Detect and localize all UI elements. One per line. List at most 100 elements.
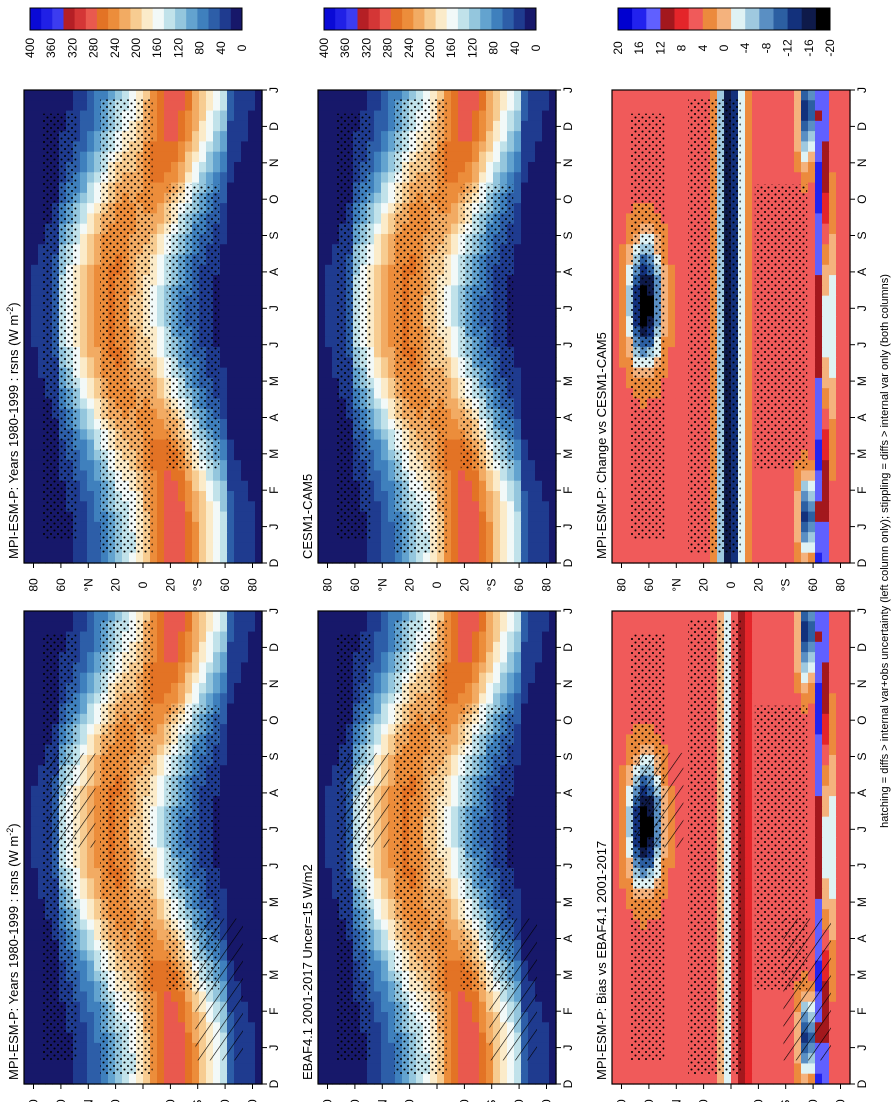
heatmap-cell	[374, 971, 382, 982]
heatmap-cell	[206, 162, 214, 173]
heatmap-cell	[374, 724, 382, 735]
heatmap-cell	[332, 100, 340, 111]
heatmap-cell	[234, 265, 242, 276]
heatmap-cell	[521, 878, 529, 889]
heatmap-cell	[24, 734, 32, 745]
month-label: J	[267, 342, 281, 348]
heatmap-cell	[248, 704, 256, 715]
heatmap-cell	[234, 111, 242, 122]
heatmap-cell	[185, 621, 193, 632]
heatmap-cell	[87, 409, 95, 420]
colorbar-swatch	[186, 8, 198, 30]
heatmap-cell	[528, 611, 536, 622]
heatmap-cell	[87, 868, 95, 879]
heatmap-cell	[178, 141, 186, 152]
heatmap-cell	[199, 693, 207, 704]
heatmap-cell	[458, 1033, 466, 1044]
heatmap-cell	[157, 100, 165, 111]
heatmap-cell	[318, 765, 326, 776]
heatmap-cell	[248, 940, 256, 951]
heatmap-cell	[402, 1074, 410, 1085]
heatmap-cell	[192, 662, 200, 673]
stippling	[43, 114, 76, 540]
panel-title: EBAF4.1 2001-2017 Uncer=15 W/m2	[300, 864, 315, 1080]
heatmap-cell	[157, 337, 165, 348]
heatmap-cell	[465, 683, 473, 694]
heatmap-cell	[234, 553, 242, 564]
heatmap-cell	[535, 817, 543, 828]
heatmap-cell	[192, 621, 200, 632]
heatmap-cell	[234, 90, 242, 101]
heatmap-cell	[31, 522, 39, 533]
heatmap-cell	[171, 683, 179, 694]
heatmap-cell	[66, 553, 74, 564]
heatmap-cell	[514, 765, 522, 776]
heatmap-cell	[80, 347, 88, 358]
heatmap-cell	[521, 745, 529, 756]
heatmap-cell	[535, 837, 543, 848]
heatmap-cell	[465, 1043, 473, 1054]
heatmap-cell	[521, 827, 529, 838]
heatmap-cell	[24, 961, 32, 972]
heatmap-cell	[38, 542, 46, 553]
heatmap-cell	[381, 652, 389, 663]
heatmap-cell	[479, 991, 487, 1002]
heatmap-cell	[178, 162, 186, 173]
month-label: M	[561, 970, 575, 980]
heatmap-cell	[542, 981, 550, 992]
heatmap-cell	[157, 306, 165, 317]
heatmap-cell	[31, 234, 39, 245]
colorbar-label: 240	[108, 38, 122, 58]
heatmap-cell	[248, 470, 256, 481]
heatmap-cell	[66, 1063, 74, 1074]
heatmap-cell	[206, 172, 214, 183]
heatmap-cell	[136, 611, 144, 622]
heatmap-cell	[157, 470, 165, 481]
heatmap-cell	[171, 1063, 179, 1074]
heatmap-cell	[227, 224, 235, 235]
heatmap-cell	[381, 642, 389, 653]
heatmap-cell	[206, 90, 214, 101]
heatmap-cell	[346, 90, 354, 101]
heatmap-cell	[206, 141, 214, 152]
heatmap-cell	[206, 553, 214, 564]
heatmap-cell	[248, 429, 256, 440]
heatmap-cell	[241, 714, 249, 725]
heatmap-cell	[24, 100, 32, 111]
heatmap-cell	[80, 858, 88, 869]
heatmap-cell	[150, 1074, 158, 1085]
heatmap-cell	[500, 673, 508, 684]
heatmap-cell	[185, 131, 193, 142]
heatmap-cell	[381, 1033, 389, 1044]
heatmap-cell	[185, 991, 193, 1002]
heatmap-cell	[220, 450, 228, 461]
heatmap-cell	[24, 796, 32, 807]
heatmap-cell	[80, 275, 88, 286]
heatmap-cell	[241, 522, 249, 533]
heatmap-cell	[248, 512, 256, 523]
heatmap-cell	[248, 961, 256, 972]
heatmap-cell	[248, 817, 256, 828]
heatmap-cell	[87, 172, 95, 183]
heatmap-cell	[220, 244, 228, 255]
heatmap-cell	[507, 621, 515, 632]
colorbar-swatch	[64, 8, 76, 30]
heatmap-cell	[157, 755, 165, 766]
heatmap-cell	[80, 450, 88, 461]
heatmap-cell	[528, 662, 536, 673]
heatmap-cell	[164, 100, 172, 111]
heatmap-cell	[31, 1063, 39, 1074]
heatmap-cell	[241, 817, 249, 828]
heatmap-cell	[185, 632, 193, 643]
heatmap-cell	[234, 440, 242, 451]
heatmap-cell	[24, 501, 32, 512]
heatmap-cell	[185, 100, 193, 111]
heatmap-cell	[514, 909, 522, 920]
heatmap-cell	[451, 991, 459, 1002]
heatmap-cell	[164, 121, 172, 132]
heatmap-cell	[479, 611, 487, 622]
heatmap-cell	[234, 316, 242, 327]
heatmap-cell	[80, 357, 88, 368]
heatmap-cell	[24, 714, 32, 725]
